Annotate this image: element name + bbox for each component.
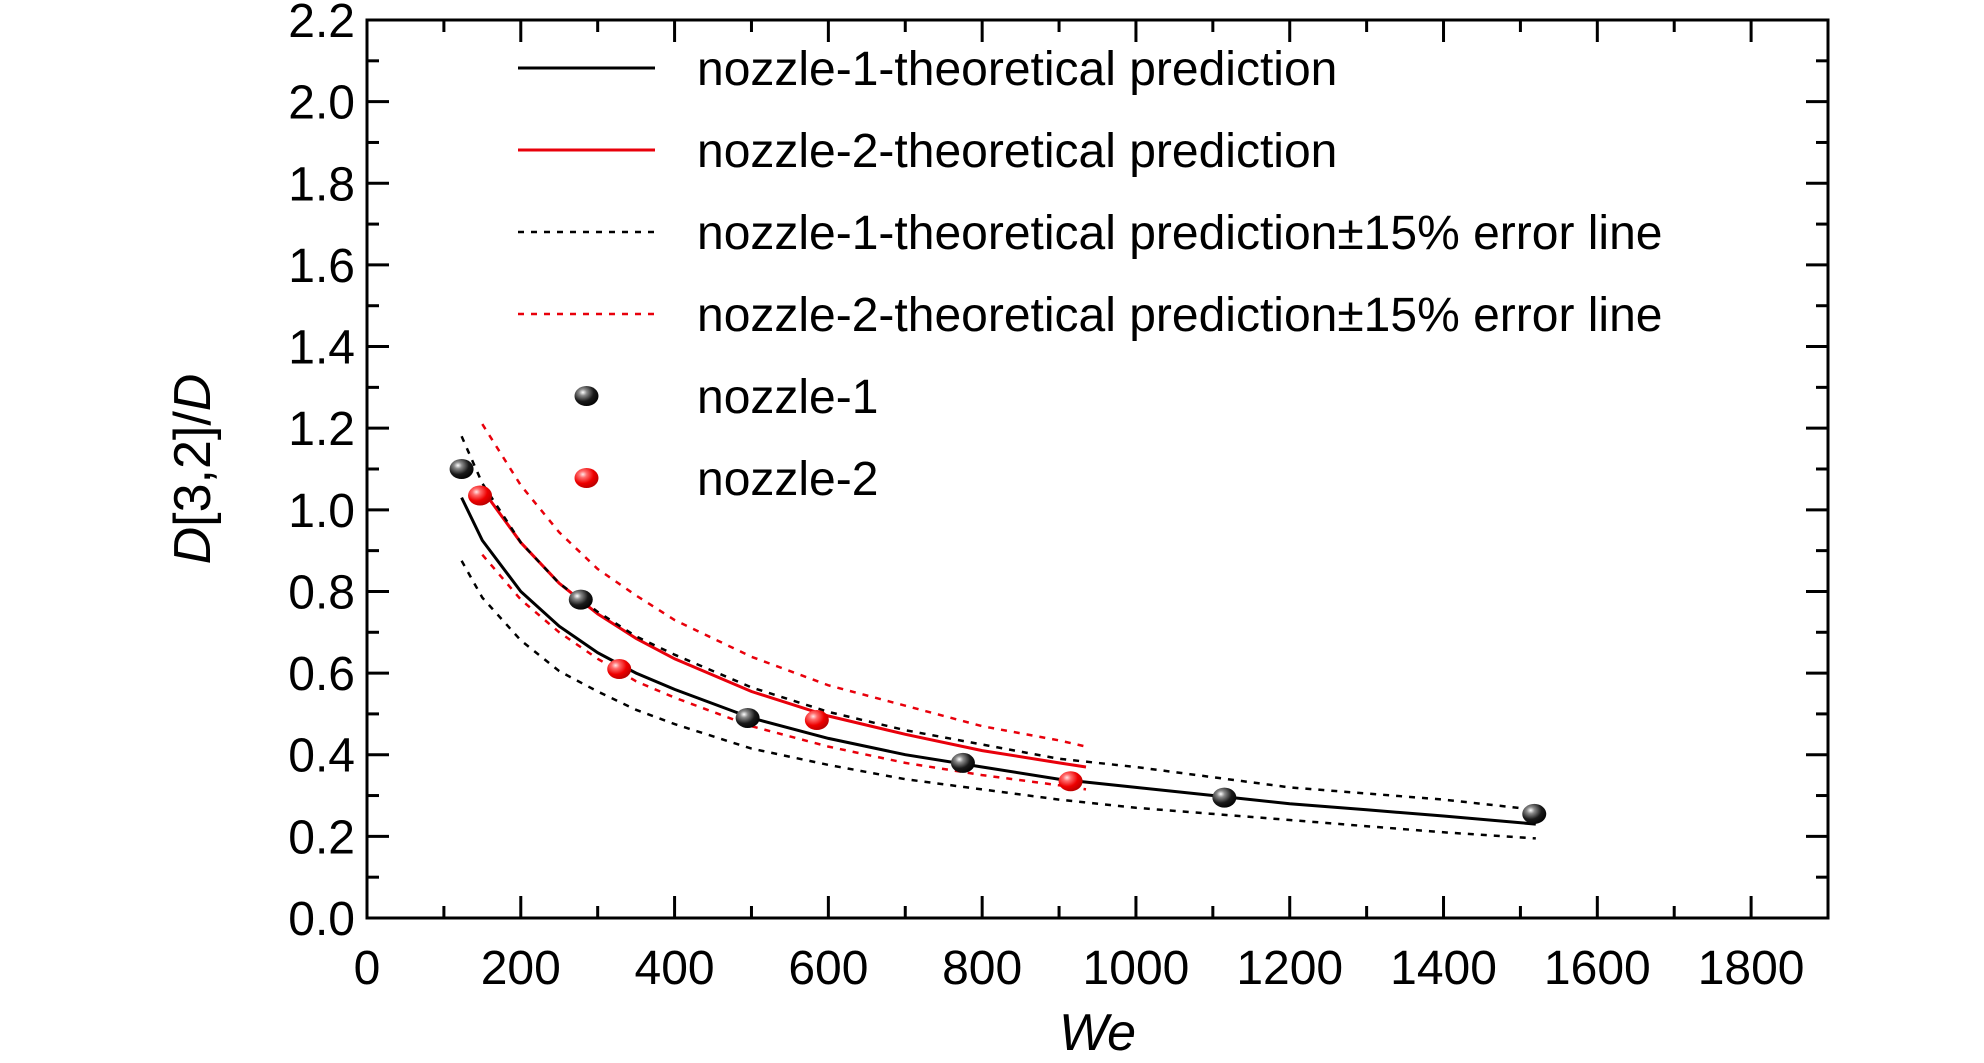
y-tick-label: 1.0	[288, 485, 355, 538]
y-tick-label: 0.4	[288, 730, 355, 783]
y-tick-label: 1.6	[288, 240, 355, 293]
y-tick-label: 0.6	[288, 648, 355, 701]
y-axis-title: D[3,2]/D	[164, 374, 222, 565]
x-tick-label: 400	[635, 942, 715, 995]
legend: nozzle-1-theoretical prediction nozzle-2-…	[518, 43, 1662, 506]
x-tick-label: 600	[788, 942, 868, 995]
series-line-1	[460, 496, 1536, 826]
x-tick-label: 1000	[1083, 942, 1190, 995]
y-tick-label: 0.8	[288, 566, 355, 619]
y-tick-label: 0.2	[288, 811, 355, 864]
data-point-series-6	[607, 659, 632, 680]
y-tick-label: 2.2	[288, 0, 355, 48]
x-tick-label: 0	[354, 942, 381, 995]
legend-label-5: nozzle-1	[697, 371, 878, 424]
legend-label-1: nozzle-1-theoretical prediction	[697, 43, 1337, 96]
legend-label-2: nozzle-2-theoretical prediction	[697, 125, 1337, 178]
x-tick-label: 1800	[1698, 942, 1805, 995]
y-tick-label: 1.8	[288, 158, 355, 211]
legend-label-6: nozzle-2	[697, 453, 878, 506]
x-tick-label: 1600	[1544, 942, 1651, 995]
data-point-series-5	[1212, 787, 1237, 808]
x-axis-title: We	[1059, 1004, 1136, 1062]
y-tick-label: 2.0	[288, 77, 355, 130]
legend-label-3: nozzle-1-theoretical prediction±15% erro…	[697, 207, 1662, 260]
data-point-series-6	[804, 710, 829, 731]
series-line-2	[481, 488, 1087, 769]
y-tick-label: 0.0	[288, 893, 355, 946]
y-axis-title-part-1: D	[164, 527, 222, 565]
data-point-series-5	[950, 752, 975, 773]
legend-marker-5	[574, 386, 599, 406]
data-point-series-6	[1058, 771, 1083, 792]
legend-label-4: nozzle-2-theoretical prediction±15% erro…	[697, 289, 1662, 342]
x-tick-label: 1400	[1390, 942, 1497, 995]
x-tick-label: 800	[942, 942, 1022, 995]
data-point-series-5	[449, 459, 474, 479]
series-line-3-band-2	[460, 560, 1536, 840]
data-point-series-5	[1522, 803, 1547, 824]
y-tick-label: 1.4	[288, 322, 355, 375]
y-axis-title-part-2: [3,2]/	[164, 411, 222, 527]
series-line-4-band-2	[481, 553, 1087, 791]
x-tick-label: 200	[481, 942, 561, 995]
data-point-series-5	[568, 589, 593, 610]
y-axis-title-part-3: D	[164, 374, 222, 412]
data-point-series-5	[735, 707, 760, 728]
y-tick-label: 1.2	[288, 403, 355, 456]
series-line-4-band-1	[481, 423, 1087, 748]
x-tick-label: 1200	[1236, 942, 1343, 995]
legend-marker-6	[574, 468, 599, 488]
data-point-series-6	[468, 485, 493, 506]
